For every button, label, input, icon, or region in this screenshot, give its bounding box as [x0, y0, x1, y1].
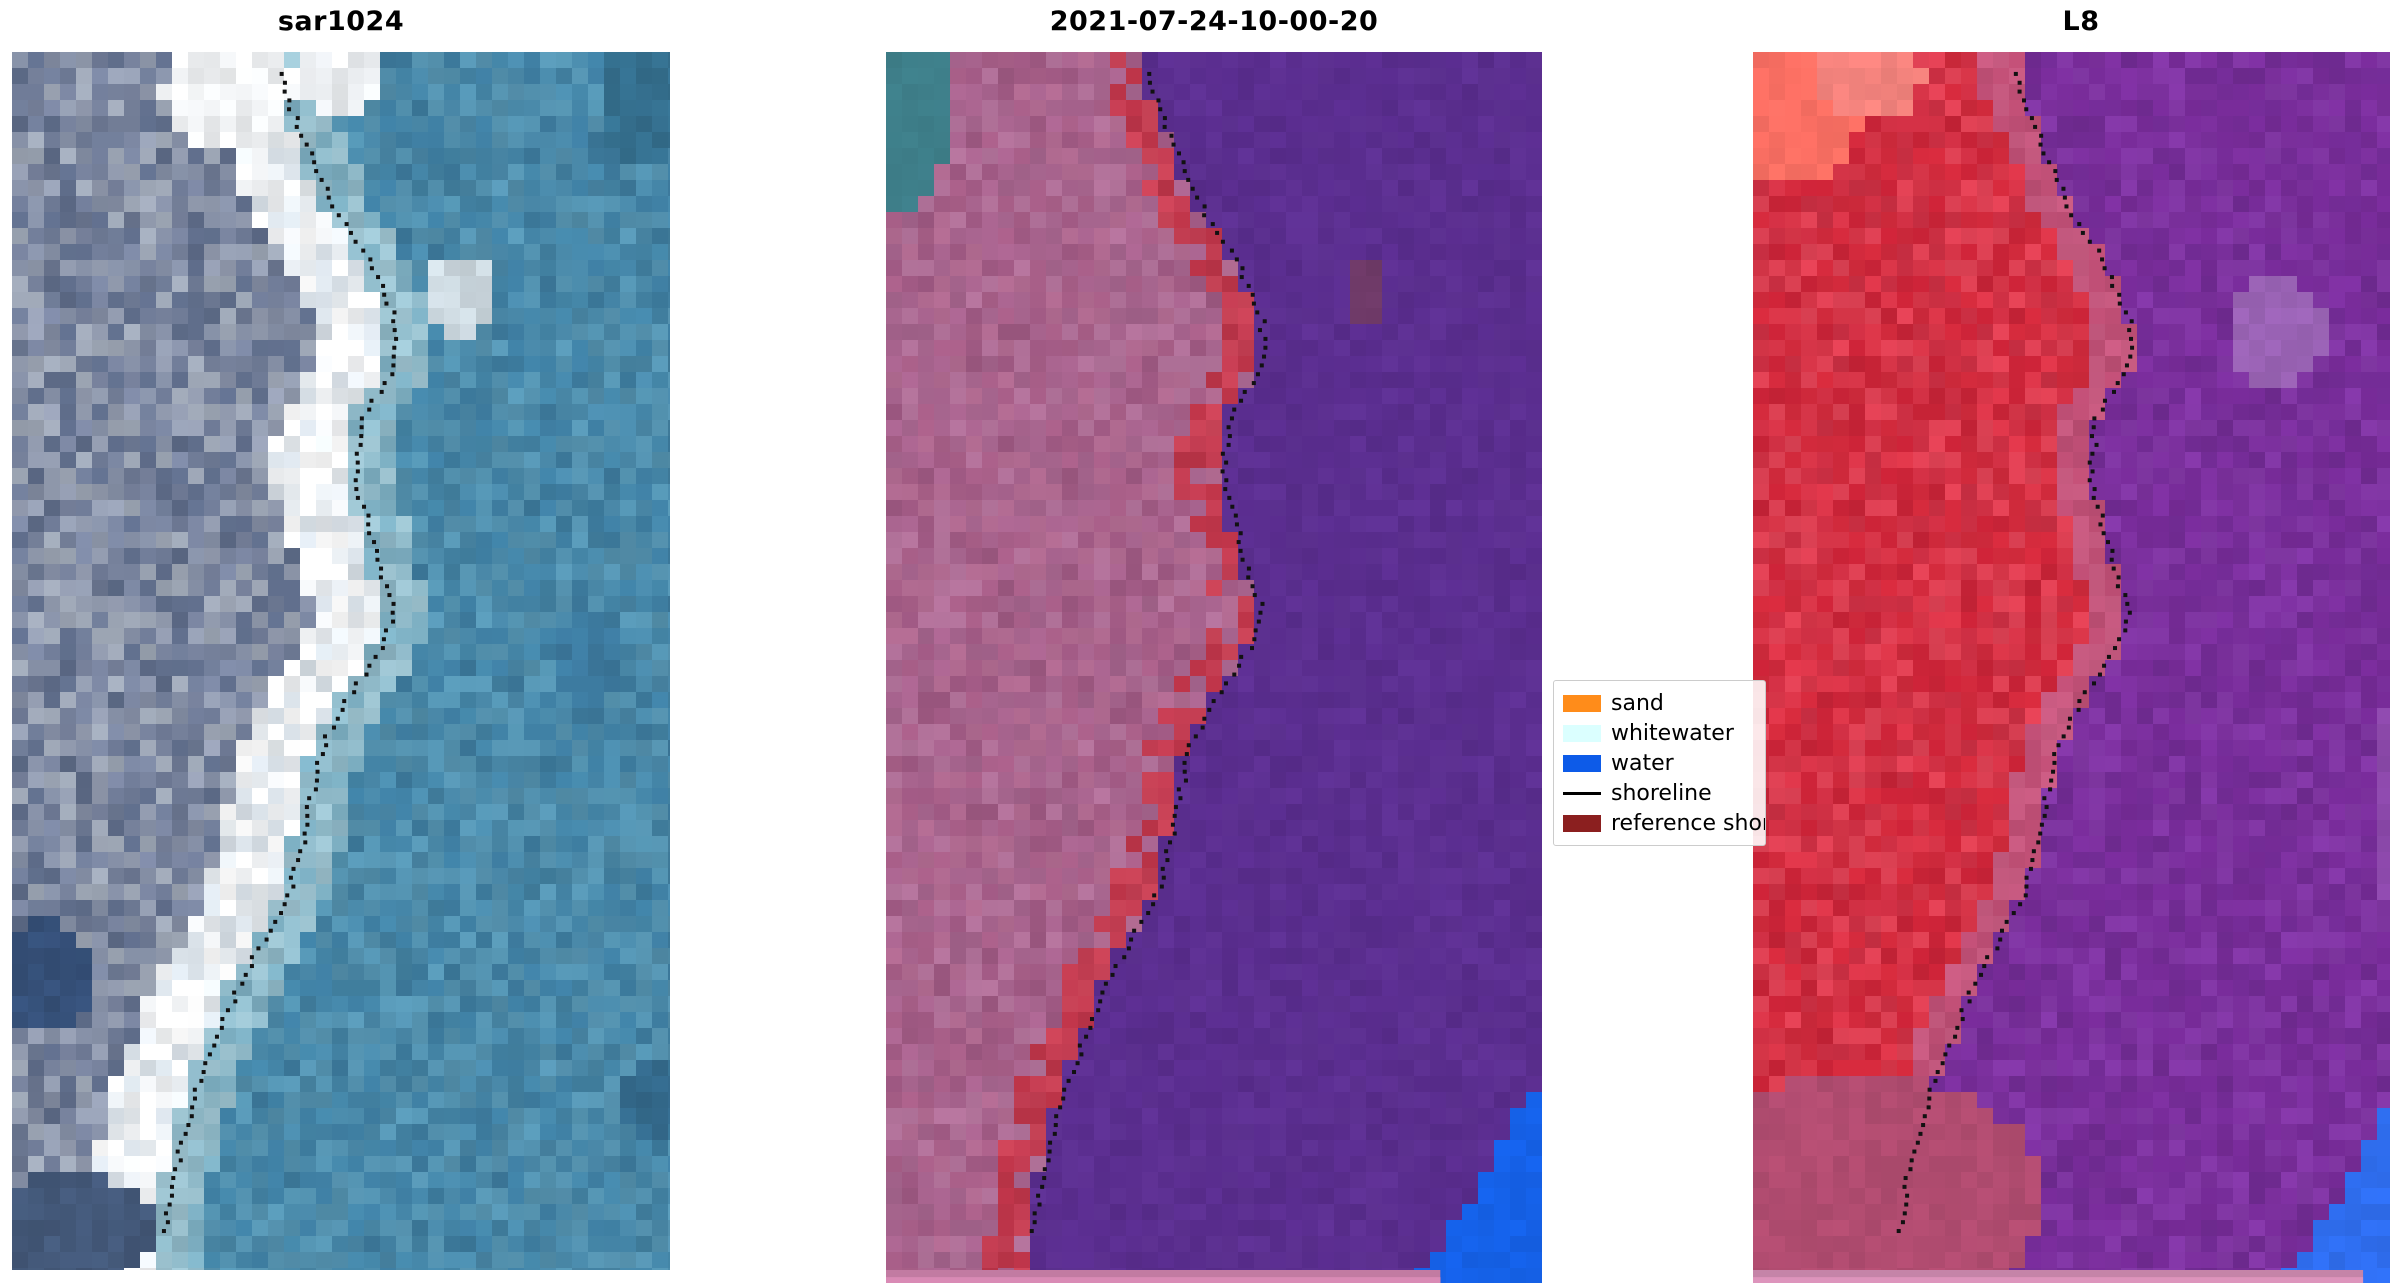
legend-item-reference-shoreline: reference shoreline: [1563, 808, 1765, 838]
reference-shoreline-swatch: [1563, 814, 1601, 832]
sar-image-panel: [12, 52, 670, 1270]
legend-item-water: water: [1563, 748, 1765, 778]
legend-label-reference-shoreline: reference shoreline: [1611, 810, 1766, 836]
panel-title-l8: L8: [2062, 6, 2100, 37]
legend-item-shoreline: shoreline: [1563, 778, 1765, 808]
legend-label-sand: sand: [1611, 690, 1664, 716]
panel-title-sar: sar1024: [277, 6, 405, 37]
legend-item-sand: sand: [1563, 688, 1765, 718]
shoreline-swatch: [1563, 791, 1601, 795]
panel-title-classified: 2021-07-24-10-00-20: [1049, 6, 1379, 37]
sand-swatch: [1563, 694, 1601, 712]
legend-item-whitewater: whitewater: [1563, 718, 1765, 748]
water-swatch: [1563, 754, 1601, 772]
classification-image-panel: [886, 52, 1542, 1283]
legend: sand whitewater water shoreline reference sh…: [1553, 680, 1766, 846]
legend-label-water: water: [1611, 750, 1674, 776]
l8-image-panel: [1753, 52, 2390, 1283]
whitewater-swatch: [1563, 724, 1601, 742]
legend-label-whitewater: whitewater: [1611, 720, 1734, 746]
legend-label-shoreline: shoreline: [1611, 780, 1712, 806]
